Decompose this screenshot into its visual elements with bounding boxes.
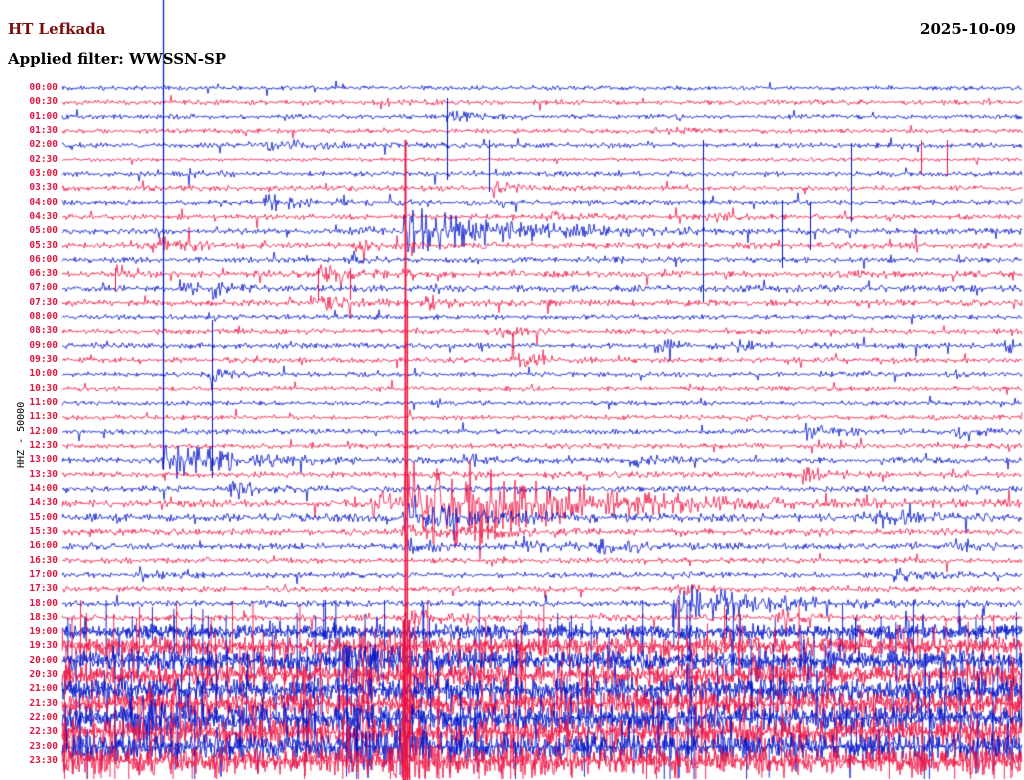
time-label-22:00: 22:00: [29, 712, 58, 724]
time-label-20:30: 20:30: [29, 669, 58, 681]
time-label-21:00: 21:00: [29, 683, 58, 695]
time-label-00:30: 00:30: [29, 96, 58, 108]
time-label-13:30: 13:30: [29, 468, 58, 480]
time-label-17:00: 17:00: [29, 568, 58, 580]
time-label-21:30: 21:30: [29, 697, 58, 709]
time-label-02:00: 02:00: [29, 139, 58, 151]
date-label: 2025-10-09: [920, 20, 1016, 38]
time-label-08:30: 08:30: [29, 325, 58, 337]
time-label-16:30: 16:30: [29, 554, 58, 566]
time-label-05:30: 05:30: [29, 239, 58, 251]
time-label-23:30: 23:30: [29, 755, 58, 767]
time-label-10:00: 10:00: [29, 368, 58, 380]
time-label-15:30: 15:30: [29, 525, 58, 537]
time-label-12:30: 12:30: [29, 440, 58, 451]
time-label-18:00: 18:00: [29, 597, 58, 609]
time-label-11:00: 11:00: [29, 397, 58, 409]
time-label-15:00: 15:00: [29, 511, 58, 523]
time-label-06:00: 06:00: [29, 253, 58, 265]
time-label-01:30: 01:30: [29, 124, 58, 136]
time-label-00:00: 00:00: [29, 82, 58, 93]
time-label-01:00: 01:00: [29, 110, 58, 122]
time-label-11:30: 11:30: [29, 411, 58, 423]
time-label-20:00: 20:00: [29, 654, 58, 666]
time-label-04:00: 04:00: [29, 196, 58, 208]
time-label-07:30: 07:30: [29, 296, 58, 308]
time-label-13:00: 13:00: [29, 454, 58, 466]
time-label-03:00: 03:00: [29, 167, 58, 179]
time-label-14:00: 14:00: [29, 482, 58, 494]
time-label-08:00: 08:00: [29, 311, 58, 323]
time-label-09:30: 09:30: [29, 354, 58, 366]
time-label-19:30: 19:30: [29, 640, 58, 652]
time-label-16:00: 16:00: [29, 540, 58, 552]
time-label-19:00: 19:00: [29, 626, 58, 638]
time-label-22:30: 22:30: [29, 726, 58, 738]
time-label-18:30: 18:30: [29, 611, 58, 623]
time-label-03:30: 03:30: [29, 182, 58, 194]
time-label-06:30: 06:30: [29, 268, 58, 280]
time-label-17:30: 17:30: [29, 583, 58, 595]
time-label-23:00: 23:00: [29, 740, 58, 752]
time-label-14:30: 14:30: [29, 497, 58, 509]
time-label-05:00: 05:00: [29, 225, 58, 237]
time-label-12:00: 12:00: [29, 425, 58, 437]
time-label-02:30: 02:30: [29, 153, 58, 165]
time-label-10:30: 10:30: [29, 382, 58, 394]
time-label-04:30: 04:30: [29, 210, 58, 222]
time-label-09:00: 09:00: [29, 339, 58, 351]
station-name: HT Lefkada: [8, 20, 106, 38]
filter-label: Applied filter: WWSSN-SP: [8, 50, 227, 68]
time-label-07:00: 07:00: [29, 282, 58, 294]
